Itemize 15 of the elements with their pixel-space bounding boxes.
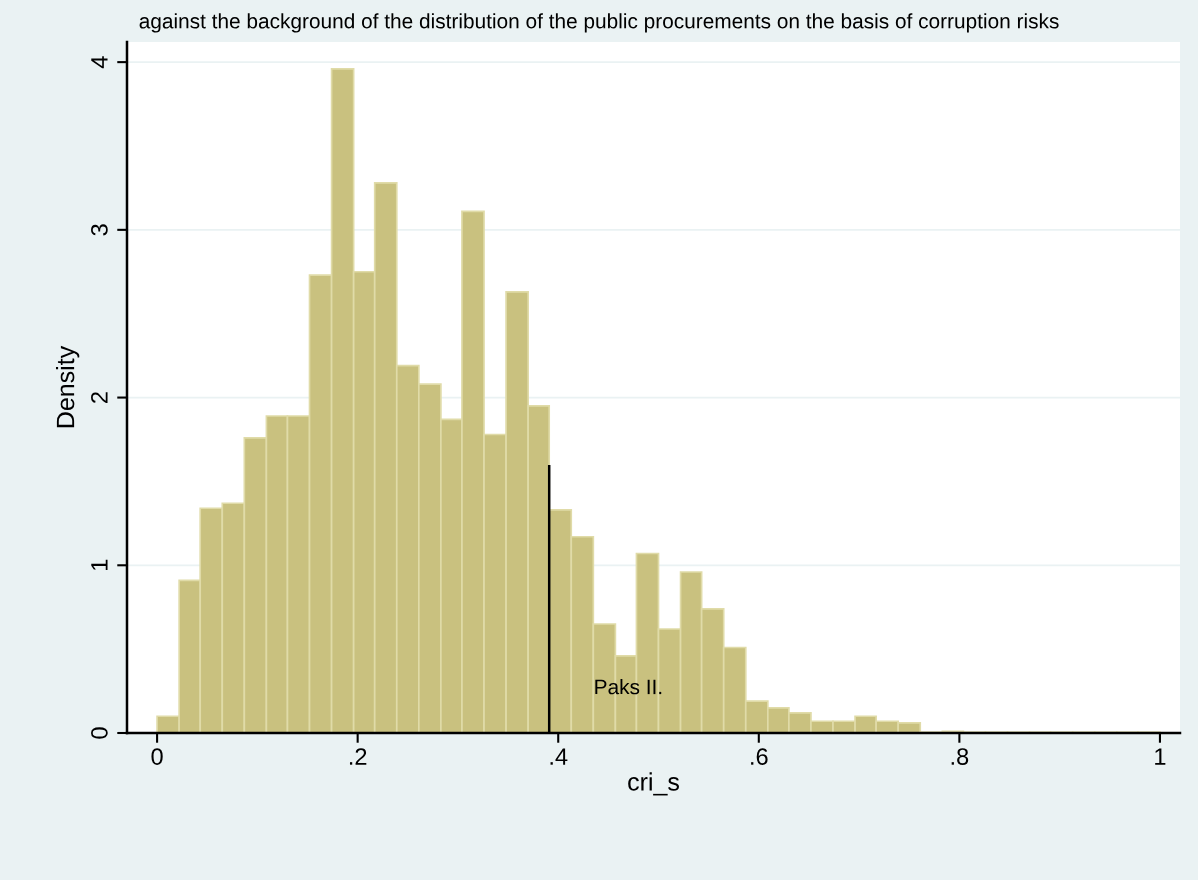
y-tick-label: 0	[91, 727, 108, 739]
x-tick-label: .4	[550, 748, 568, 765]
x-tick-label: 1	[1155, 748, 1166, 765]
y-tick-label: 4	[91, 56, 108, 69]
x-tick-label: 0	[151, 748, 163, 765]
y-axis-title: Density	[55, 345, 80, 428]
y-tick-label: 2	[91, 392, 108, 403]
x-tick-label: .2	[349, 748, 367, 765]
x-tick-label: .6	[751, 748, 768, 765]
chart-title: against the background of the distribution of the public procurements on the basis of corruption risks	[139, 13, 1059, 33]
y-tick-label: 1	[91, 559, 108, 571]
x-axis-title: cri_s	[628, 772, 679, 796]
annotation: Paks II.	[595, 679, 662, 695]
y-tick-label: 3	[91, 224, 108, 236]
x-tick-label: .8	[951, 748, 969, 765]
